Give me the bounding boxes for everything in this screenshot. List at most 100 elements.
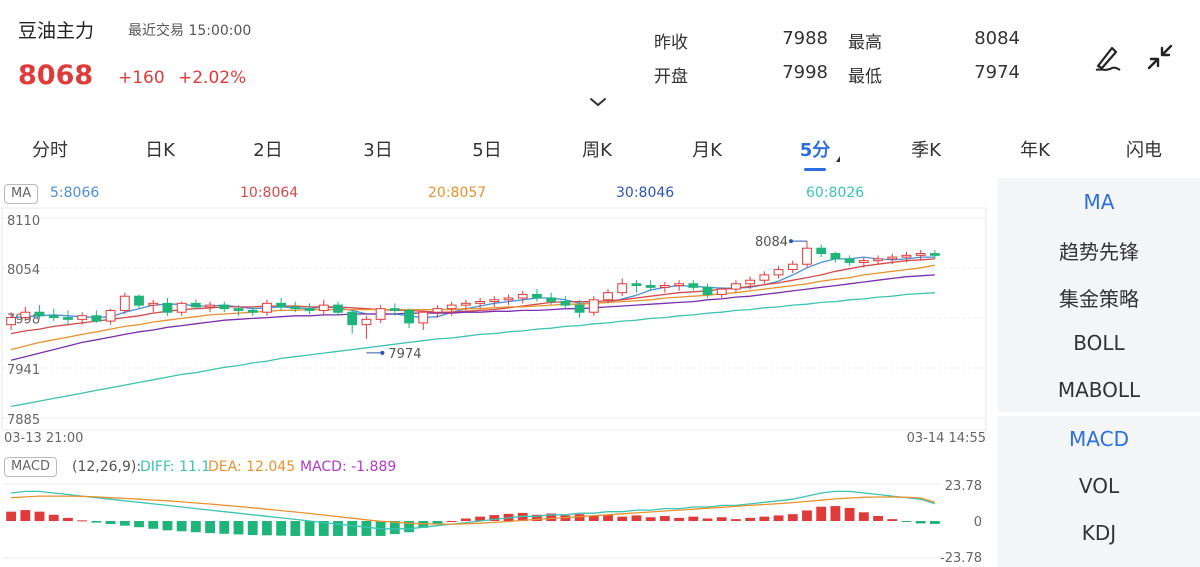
tab-3day[interactable]: 3日 xyxy=(363,140,393,161)
side-item-trend-pioneer[interactable]: 趋势先锋 xyxy=(1059,240,1139,264)
tab-quarterly-k[interactable]: 季K xyxy=(911,140,941,161)
candle-body xyxy=(645,285,656,288)
candle-body xyxy=(802,247,812,265)
last-trade-label: 最近交易 xyxy=(128,23,184,39)
macd-histogram-bar xyxy=(816,506,827,521)
ma5-value: 5:8066 xyxy=(50,185,100,201)
side-item-ma[interactable]: MA xyxy=(1083,190,1115,214)
ma-line-ma20 xyxy=(10,264,936,351)
macd-histogram-bar xyxy=(489,515,500,521)
candle-body xyxy=(674,283,684,287)
candle-body xyxy=(929,253,940,256)
candle-body xyxy=(517,293,528,299)
price-change-pct: +2.02% xyxy=(178,68,247,88)
tab-daily-k[interactable]: 日K xyxy=(145,140,175,161)
tab-dropdown-caret-icon[interactable] xyxy=(836,156,840,162)
candle-body xyxy=(460,302,471,306)
candle-body xyxy=(48,315,59,319)
candle-body xyxy=(546,297,557,303)
candle-body xyxy=(489,299,500,303)
period-tabs: 分时 日K 2日 3日 5日 周K 月K 5分 季K 年K 闪电 xyxy=(0,128,1200,174)
side-item-capital-strategy[interactable]: 集金策略 xyxy=(1059,287,1139,311)
annotation-dot xyxy=(380,350,385,355)
candle-body xyxy=(148,302,159,306)
side-item-vol[interactable]: VOL xyxy=(1078,474,1120,498)
side-item-maboll[interactable]: MABOLL xyxy=(1057,378,1141,402)
macd-params: (12,26,9): xyxy=(72,459,142,475)
macd-dea-line xyxy=(11,495,936,525)
tab-5min[interactable]: 5分 xyxy=(799,140,831,161)
candle-body xyxy=(233,308,244,311)
candle-body xyxy=(702,286,713,295)
macd-histogram-bar xyxy=(603,514,613,521)
macd-histogram-bar xyxy=(134,521,144,528)
candle-body xyxy=(503,297,514,301)
macd-histogram-bar xyxy=(929,521,940,524)
candle-body xyxy=(190,302,201,308)
candle-body xyxy=(915,253,926,256)
tab-5day[interactable]: 5日 xyxy=(472,140,502,161)
annotation-high-label: 8084 xyxy=(755,235,788,250)
tab-monthly-k[interactable]: 月K xyxy=(692,140,722,161)
low-value: 7974 xyxy=(974,62,1020,83)
price-tick-label: 7885 xyxy=(7,413,40,428)
draw-pen-icon[interactable] xyxy=(1090,40,1124,74)
macd-histogram-bar xyxy=(20,510,31,521)
macd-tick-label: -23.78 xyxy=(940,551,982,566)
macd-histogram-bar xyxy=(745,517,756,521)
candle-body xyxy=(816,247,827,255)
open-label: 开盘 xyxy=(654,67,688,87)
side-item-kdj[interactable]: KDJ xyxy=(1081,521,1117,545)
macd-histogram-bar xyxy=(361,521,372,536)
last-trade-time: 15:00:00 xyxy=(188,23,252,39)
tab-weekly-k[interactable]: 周K xyxy=(582,140,612,161)
macd-histogram-bar xyxy=(574,514,585,521)
macd-histogram-bar xyxy=(105,521,116,525)
macd-histogram-bar xyxy=(475,516,486,521)
macd-diff-line xyxy=(11,490,936,530)
macd-indicator-tag[interactable]: MACD xyxy=(4,457,57,477)
macd-histogram-bar xyxy=(318,521,329,536)
side-item-boll[interactable]: BOLL xyxy=(1073,331,1125,355)
macd-histogram-bar xyxy=(304,521,315,536)
macd-histogram-bar xyxy=(148,521,159,529)
indicator-side-panel: MA 趋势先锋 集金策略 BOLL MABOLL MACD VOL KDJ xyxy=(998,178,1200,567)
tab-intraday[interactable]: 分时 xyxy=(32,140,68,161)
macd-legend: MACD (12,26,9): DIFF: 11.1 DEA: 12.045 M… xyxy=(0,455,998,479)
candle-body xyxy=(318,304,329,311)
macd-histogram-bar xyxy=(716,517,727,521)
candle-body xyxy=(77,315,88,320)
tab-yearly-k[interactable]: 年K xyxy=(1020,140,1050,161)
macd-dea-value: DEA: 12.045 xyxy=(208,459,296,475)
macd-histogram-bar xyxy=(162,521,173,531)
candle-body xyxy=(432,308,443,313)
candle-body xyxy=(105,309,116,322)
tab-2day[interactable]: 2日 xyxy=(253,140,283,161)
ma30-value: 30:8046 xyxy=(616,185,675,201)
candle-body xyxy=(219,304,230,310)
ma10-value: 10:8064 xyxy=(240,185,299,201)
last-trade-info: 最近交易 15:00:00 xyxy=(128,20,251,40)
annotation-low-label: 7974 xyxy=(388,347,421,362)
macd-histogram-bar xyxy=(389,521,400,535)
candle-body xyxy=(787,263,798,271)
price-plot-frame xyxy=(1,207,987,431)
chevron-down-icon[interactable] xyxy=(588,96,608,108)
candle-body xyxy=(176,302,187,313)
macd-tick-label: 0 xyxy=(974,515,982,530)
macd-histogram-bar xyxy=(404,521,414,533)
candle-body xyxy=(361,318,372,326)
candle-body xyxy=(631,283,642,287)
side-item-macd[interactable]: MACD xyxy=(1069,427,1129,451)
ma-indicator-tag[interactable]: MA xyxy=(4,184,39,204)
macd-diff-value: DIFF: 11.1 xyxy=(140,459,211,475)
macd-histogram-bar xyxy=(219,521,230,534)
high-value: 8084 xyxy=(974,28,1020,49)
macd-histogram-bar xyxy=(205,521,215,534)
tab-flash[interactable]: 闪电 xyxy=(1126,140,1162,161)
macd-histogram-bar xyxy=(901,521,912,522)
collapse-icon[interactable] xyxy=(1143,40,1177,74)
macd-histogram-bar xyxy=(333,521,343,536)
macd-hist-value: MACD: -1.889 xyxy=(300,459,397,475)
